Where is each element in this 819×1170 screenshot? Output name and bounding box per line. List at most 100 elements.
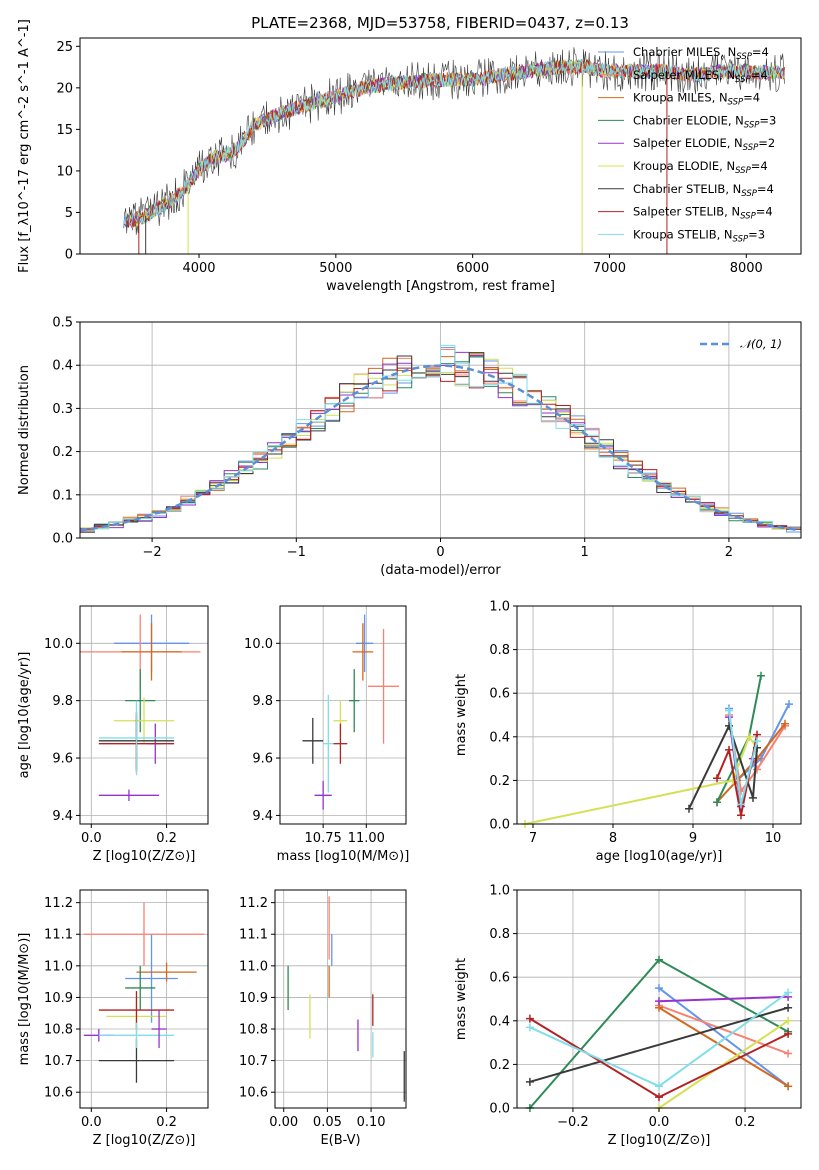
weight-marker bbox=[725, 706, 733, 715]
y-tick-label: 25 bbox=[56, 40, 73, 55]
weight-line-0 bbox=[658, 987, 789, 1087]
weight-marker bbox=[784, 1029, 793, 1038]
weight-marker bbox=[785, 700, 793, 709]
axes-frame bbox=[79, 605, 209, 825]
legend-label: Kroupa MILES, NSSP=4 bbox=[633, 91, 760, 108]
axes-frame bbox=[279, 605, 407, 825]
figure-title: PLATE=2368, MJD=53758, FIBERID=0437, z=0… bbox=[251, 14, 629, 32]
x-tick-label: 0.0 bbox=[81, 1115, 102, 1130]
x-axis-label: Z [log10(Z/Z⊙)] bbox=[93, 1133, 196, 1148]
weight-marker bbox=[655, 1093, 663, 1102]
x-tick-label: 8000 bbox=[730, 261, 763, 276]
y-axis-label: mass [log10(M/M⊙)] bbox=[17, 933, 32, 1066]
x-axis-label: age [log10(age/yr)] bbox=[596, 849, 723, 864]
weight-marker bbox=[655, 955, 663, 964]
x-tick-label: 6000 bbox=[456, 261, 489, 276]
x-tick-label: 4000 bbox=[182, 261, 215, 276]
residuals-panel: −2 −1 0 1 2 0.0 0.1 0.2 0.3 0.4 0.5 (data-model)/er… bbox=[17, 316, 802, 578]
y-axis-label: age [log10(age/yr)] bbox=[17, 652, 32, 779]
spectrum-panel: 4000 5000 6000 7000 8000 0 5 10 15 20 25 wavelength… bbox=[17, 19, 802, 294]
x-axis-label: (data-model)/error bbox=[380, 563, 501, 578]
y-tick-label: 11.0 bbox=[44, 959, 73, 974]
weight-line-2 bbox=[658, 1006, 789, 1088]
legend-label: Chabrier ELODIE, NSSP=3 bbox=[633, 113, 776, 130]
y-tick-label: 20 bbox=[56, 81, 73, 96]
weight-line-6 bbox=[688, 723, 758, 810]
age-vs-Z-panel: 0.0 0.2 9.4 9.6 9.8 10.0 Z [log10(Z/Z⊙)] age [l… bbox=[17, 605, 209, 864]
y-tick-label: 0 bbox=[65, 248, 73, 263]
y-tick-label: 0.6 bbox=[489, 971, 510, 986]
y-tick-label: 10.7 bbox=[44, 1054, 73, 1069]
normal-curve bbox=[80, 364, 799, 532]
weight-vs-Z-lines bbox=[525, 955, 793, 1112]
spectrum-line-8 bbox=[129, 58, 785, 226]
weight-marker bbox=[749, 793, 757, 802]
y-tick-label: 0.2 bbox=[52, 445, 73, 460]
x-tick-label: 0.0 bbox=[81, 831, 102, 846]
x-tick-label: 0.2 bbox=[156, 831, 177, 846]
y-tick-label: 0.5 bbox=[52, 316, 73, 331]
weight-vs-age-lines bbox=[521, 671, 793, 828]
x-tick-label: 2 bbox=[725, 545, 733, 560]
weight-marker bbox=[725, 745, 733, 754]
weight-line-4 bbox=[658, 995, 789, 1003]
x-tick-label: 0.05 bbox=[313, 1115, 342, 1130]
weight-vs-Z-panel: −0.2 0.0 0.2 0.0 0.2 0.4 0.6 0.8 1.0 Z [log10(Z/Z… bbox=[454, 884, 802, 1148]
legend-label: Salpeter STELIB, NSSP=4 bbox=[633, 205, 773, 222]
weight-marker bbox=[784, 1082, 793, 1091]
y-tick-label: 0.4 bbox=[489, 730, 510, 745]
weight-marker bbox=[781, 719, 789, 728]
x-tick-label: 7000 bbox=[593, 261, 626, 276]
weight-line-5 bbox=[524, 734, 758, 825]
y-tick-label: 0.1 bbox=[52, 488, 73, 503]
y-tick-label: 11.1 bbox=[44, 928, 73, 943]
x-tick-label: 11.00 bbox=[348, 831, 385, 846]
y-tick-label: 11.2 bbox=[239, 896, 268, 911]
weight-marker bbox=[525, 1077, 534, 1086]
x-tick-label: 0 bbox=[436, 545, 444, 560]
weight-marker bbox=[685, 804, 693, 813]
y-tick-label: 5 bbox=[65, 206, 73, 221]
weight-marker bbox=[784, 1049, 793, 1058]
weight-marker bbox=[655, 1082, 663, 1091]
y-tick-label: 9.4 bbox=[52, 809, 73, 824]
y-tick-label: 10.9 bbox=[239, 991, 268, 1006]
y-tick-label: 0.0 bbox=[489, 818, 510, 833]
y-axis-label: mass weight bbox=[454, 958, 469, 1040]
weight-marker bbox=[655, 984, 663, 993]
y-tick-label: 10.9 bbox=[44, 991, 73, 1006]
age-vs-mass-errorbars bbox=[302, 614, 400, 810]
spectrum-legend: Chabrier MILES, NSSP=4 Salpeter MILES, NS… bbox=[598, 45, 776, 244]
x-tick-label: 7 bbox=[529, 831, 537, 846]
y-tick-label: 10.6 bbox=[44, 1086, 73, 1101]
x-axis-label: mass [log10(M/M⊙)] bbox=[277, 849, 410, 864]
y-tick-label: 9.6 bbox=[52, 752, 73, 767]
mass-vs-Z-errorbars bbox=[83, 902, 205, 1083]
axes-frame bbox=[79, 37, 802, 255]
x-axis-label: Z [log10(Z/Z⊙)] bbox=[93, 849, 196, 864]
x-tick-label: 0.10 bbox=[357, 1115, 386, 1130]
weight-marker bbox=[784, 1016, 793, 1025]
y-axis-label: mass weight bbox=[454, 674, 469, 756]
weight-marker bbox=[757, 671, 765, 680]
legend-label: Chabrier MILES, NSSP=4 bbox=[633, 45, 769, 62]
y-tick-label: 10.8 bbox=[44, 1023, 73, 1038]
weight-marker bbox=[655, 997, 663, 1006]
y-tick-label: 9.6 bbox=[252, 752, 273, 767]
spectrum-lines bbox=[123, 47, 785, 254]
legend-label: 𝒩(0, 1) bbox=[740, 337, 782, 351]
x-tick-label: −2 bbox=[143, 545, 162, 560]
weight-marker bbox=[745, 732, 753, 741]
weight-marker bbox=[525, 1014, 534, 1023]
histogram-8 bbox=[80, 344, 801, 535]
weight-line-6 bbox=[529, 1006, 789, 1083]
y-tick-label: 0.3 bbox=[52, 402, 73, 417]
age-vs-Z-errorbars bbox=[80, 614, 201, 802]
mass-vs-ebv-panel: 0.00 0.05 0.10 10.6 10.7 10.8 10.9 11.0 11.1 11.2… bbox=[239, 889, 407, 1148]
spectrum-line-7 bbox=[126, 59, 785, 228]
weight-marker bbox=[729, 776, 737, 785]
legend-label: Salpeter MILES, NSSP=4 bbox=[633, 68, 768, 85]
y-axis-label: Normed distribution bbox=[17, 365, 32, 495]
y-tick-label: 0.0 bbox=[52, 532, 73, 547]
y-tick-label: 11.2 bbox=[44, 896, 73, 911]
